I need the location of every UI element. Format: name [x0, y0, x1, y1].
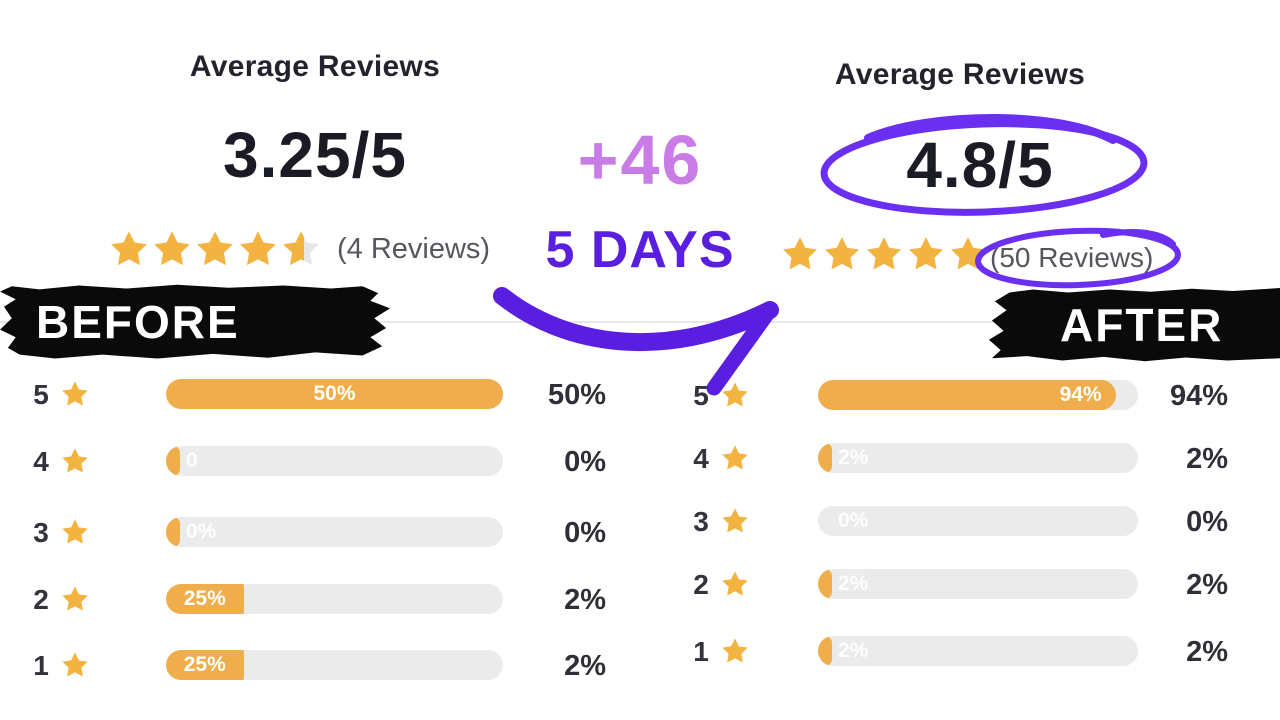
- rating-bar-fill: [166, 517, 180, 547]
- row-percent-value: 2%: [564, 584, 606, 616]
- bar-inner-label: 25%: [183, 653, 226, 676]
- rating-row-3-after: 3 0% 0%: [688, 504, 1228, 538]
- star-icon: [60, 517, 90, 547]
- rating-bar-fill: 25%: [166, 650, 244, 680]
- row-percent-value: 2%: [1186, 569, 1228, 601]
- row-star-level: 1: [33, 650, 49, 681]
- rating-bar: 50%: [166, 379, 503, 409]
- rating-bar-fill: [818, 569, 832, 599]
- duration-label: 5 DAYS: [545, 221, 735, 279]
- rating-bar: 25%: [166, 650, 503, 680]
- row-percent-value: 0%: [1186, 506, 1228, 538]
- star-icon: [720, 636, 750, 666]
- row-star-level: 4: [693, 443, 709, 474]
- rating-row-5-before: 5 50% 50%: [28, 377, 606, 411]
- star-icon: [60, 650, 90, 680]
- row-star-level: 5: [693, 380, 709, 411]
- after-badge-label: AFTER: [1060, 299, 1224, 351]
- row-star-level: 4: [33, 446, 49, 477]
- rating-bar-fill: [818, 443, 832, 473]
- bar-inner-label: 0%: [186, 520, 217, 543]
- before-panel-title: Average Reviews: [189, 50, 441, 83]
- row-percent-value: 50%: [547, 379, 606, 411]
- bar-inner-label: 50%: [313, 382, 356, 405]
- bar-inner-label: 2%: [838, 572, 869, 595]
- bar-inner-label: 25%: [183, 587, 226, 610]
- rating-row-2-after: 2 2% 2%: [688, 567, 1228, 601]
- row-star-level: 5: [33, 379, 49, 410]
- rating-bar-fill: [818, 636, 832, 666]
- rating-bar-fill: 50%: [166, 379, 503, 409]
- row-star-level: 1: [693, 636, 709, 667]
- rating-row-2-before: 2 25% 2%: [28, 582, 606, 616]
- star-icon: [60, 446, 90, 476]
- rating-row-5-after: 5 94% 94%: [688, 378, 1228, 412]
- after-score: 4.8/5: [906, 129, 1054, 201]
- rating-bar: 0%: [166, 517, 503, 547]
- rating-bar: 2%: [818, 443, 1138, 473]
- review-gain-label: +46: [577, 121, 703, 199]
- star-icon: [720, 380, 750, 410]
- before-star-rating: (4 Reviews): [108, 228, 490, 270]
- before-score: 3.25/5: [223, 119, 407, 191]
- row-star-level: 3: [33, 517, 49, 548]
- row-percent-value: 0%: [564, 517, 606, 549]
- rating-bar: 94%: [818, 380, 1138, 410]
- rating-bar: 25%: [166, 584, 503, 614]
- rating-bar: 2%: [818, 569, 1138, 599]
- star-icon: [194, 228, 236, 270]
- star-icon: [720, 569, 750, 599]
- star-icon: [108, 228, 150, 270]
- bar-inner-label: 2%: [838, 446, 869, 469]
- row-percent-value: 2%: [564, 650, 606, 682]
- row-percent-value: 2%: [1186, 636, 1228, 668]
- row-star-level: 2: [33, 584, 49, 615]
- star-icon: [720, 506, 750, 536]
- after-panel-title: Average Reviews: [834, 58, 1086, 91]
- bar-inner-label: 0%: [838, 509, 869, 532]
- rating-row-4-before: 4 0 0%: [28, 444, 606, 478]
- star-icon: [237, 228, 279, 270]
- after-badge: AFTER: [988, 288, 1280, 362]
- rating-bar: 0: [166, 446, 503, 476]
- before-badge: BEFORE: [0, 284, 391, 359]
- half-star-icon: [280, 228, 322, 270]
- rating-bar: 2%: [818, 636, 1138, 666]
- rating-row-3-before: 3 0% 0%: [28, 515, 606, 549]
- bar-inner-label: 2%: [838, 639, 869, 662]
- rating-row-1-after: 1 2% 2%: [688, 634, 1228, 668]
- star-icon: [948, 234, 988, 274]
- star-icon: [60, 379, 90, 409]
- star-icon: [60, 584, 90, 614]
- after-reviews-count: (50 Reviews): [990, 242, 1154, 273]
- rating-bar-fill: [166, 446, 180, 476]
- rating-bar-fill: 25%: [166, 584, 244, 614]
- bar-inner-label: 94%: [1059, 383, 1102, 406]
- row-star-level: 3: [693, 506, 709, 537]
- rating-row-1-before: 1 25% 2%: [28, 648, 606, 682]
- row-percent-value: 94%: [1169, 380, 1228, 412]
- rating-bar: 0%: [818, 506, 1138, 536]
- rating-row-4-after: 4 2% 2%: [688, 441, 1228, 475]
- row-star-level: 2: [693, 569, 709, 600]
- star-icon: [720, 443, 750, 473]
- bar-inner-label: 0: [186, 449, 198, 472]
- row-percent-value: 2%: [1186, 443, 1228, 475]
- star-icon: [822, 234, 862, 274]
- rating-bar-fill: 94%: [818, 380, 1116, 410]
- before-reviews-count: (4 Reviews): [337, 232, 491, 265]
- star-icon: [906, 234, 946, 274]
- star-icon: [151, 228, 193, 270]
- before-badge-label: BEFORE: [36, 296, 240, 348]
- row-percent-value: 0%: [564, 446, 606, 478]
- star-icon: [864, 234, 904, 274]
